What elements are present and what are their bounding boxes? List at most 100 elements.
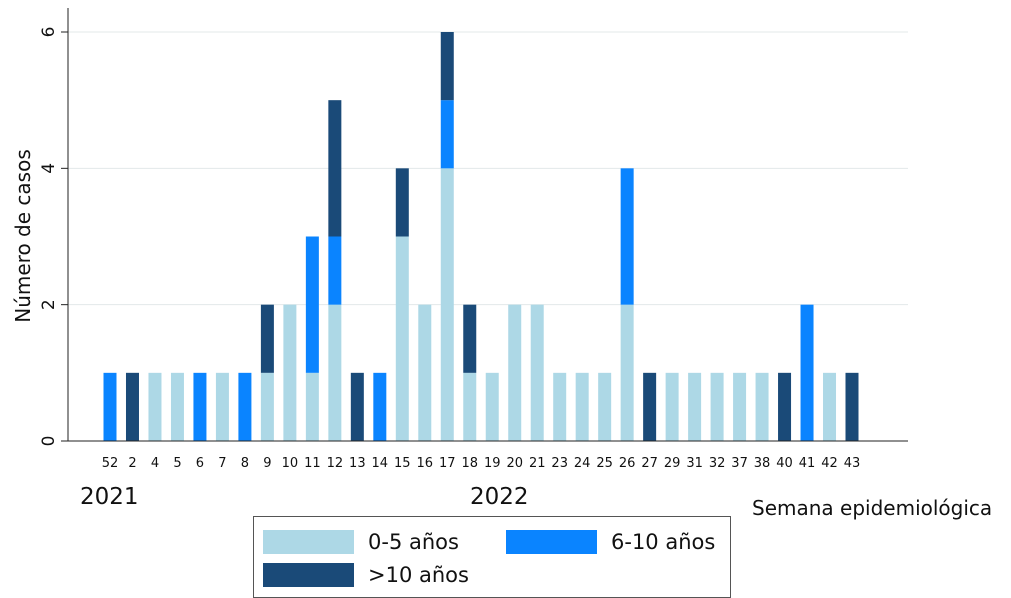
bar-segment <box>733 372 747 441</box>
x-tick-labels: 52 2 4 5 6 7 8 9 10 11 12 13 14 15 16 17 18 19 20 21 23 24 25 2… <box>102 456 861 471</box>
x-tick-label: 7 <box>218 456 226 471</box>
axes <box>61 8 908 442</box>
bar-segment <box>485 372 499 441</box>
x-axis-title: Semana epidemiológica <box>752 496 993 520</box>
bar-segment <box>395 236 409 441</box>
x-tick-label: 8 <box>241 456 249 471</box>
legend: 0-5 años 6-10 años >10 años <box>253 516 731 598</box>
x-tick-label: 10 <box>282 456 299 471</box>
x-tick-label: 18 <box>461 456 478 471</box>
x-tick-label: 19 <box>484 456 501 471</box>
bars <box>103 32 859 442</box>
bar-segment <box>440 168 454 442</box>
legend-swatch-0-5 <box>263 530 354 554</box>
legend-swatch-gt10 <box>263 563 354 587</box>
x-tick-label: 13 <box>349 456 366 471</box>
x-tick-label: 27 <box>641 456 658 471</box>
bar-segment <box>395 168 409 237</box>
x-tick-label: 32 <box>709 456 726 471</box>
bar-segment <box>215 372 229 441</box>
x-tick-label: 25 <box>596 456 613 471</box>
bar-segment <box>305 236 319 373</box>
bar-segment <box>710 372 724 441</box>
x-tick-label: 5 <box>173 456 181 471</box>
x-tick-label: 2 <box>128 456 136 471</box>
bar-segment <box>665 372 679 441</box>
x-tick-label: 14 <box>372 456 389 471</box>
bar-segment <box>418 304 432 441</box>
legend-label-0-5: 0-5 años <box>368 530 459 554</box>
x-tick-label: 9 <box>263 456 271 471</box>
legend-item-0-5: 0-5 años <box>263 530 459 554</box>
bar-segment <box>170 372 184 441</box>
bar-segment <box>620 168 634 305</box>
x-tick-label: 11 <box>304 456 321 471</box>
year-label-2021: 2021 <box>80 484 139 510</box>
bar-segment <box>530 304 544 441</box>
bar-segment <box>103 372 117 441</box>
y-tick-label: 4 <box>39 163 59 174</box>
legend-item-gt10: >10 años <box>263 563 469 587</box>
x-tick-label: 6 <box>196 456 204 471</box>
bar-segment <box>688 372 702 441</box>
x-tick-label: 43 <box>844 456 861 471</box>
legend-label-gt10: >10 años <box>368 563 469 587</box>
bar-segment <box>463 372 477 441</box>
grid-lines <box>68 31 908 306</box>
x-tick-label: 41 <box>799 456 816 471</box>
x-tick-label: 40 <box>776 456 793 471</box>
bar-segment <box>440 32 454 101</box>
bar-segment <box>620 304 634 441</box>
bar-segment <box>350 372 364 441</box>
x-tick-label: 29 <box>664 456 681 471</box>
bar-segment <box>373 372 387 441</box>
bar-segment <box>643 372 657 441</box>
y-tick-label: 0 <box>39 436 59 447</box>
bar-segment <box>508 304 522 441</box>
bar-segment <box>283 304 297 441</box>
x-tick-label: 12 <box>327 456 344 471</box>
bar-segment <box>328 304 342 441</box>
x-tick-label: 23 <box>551 456 568 471</box>
x-tick-label: 26 <box>619 456 636 471</box>
x-tick-label: 16 <box>417 456 434 471</box>
bar-segment <box>553 372 567 441</box>
y-tick-labels: 0 2 4 6 <box>39 27 59 447</box>
bar-segment <box>125 372 139 441</box>
bar-segment <box>463 304 477 373</box>
legend-swatch-6-10 <box>506 530 597 554</box>
bar-segment <box>238 372 252 441</box>
y-tick-label: 2 <box>39 299 59 310</box>
bar-segment <box>598 372 612 441</box>
x-tick-label: 52 <box>102 456 119 471</box>
bar-segment <box>575 372 589 441</box>
bar-segment <box>148 372 162 441</box>
bar-segment <box>260 304 274 373</box>
x-tick-label: 17 <box>439 456 456 471</box>
bar-segment <box>305 372 319 441</box>
bar-segment <box>328 236 342 305</box>
x-tick-label: 42 <box>821 456 838 471</box>
legend-label-6-10: 6-10 años <box>611 530 716 554</box>
y-axis-title: Número de casos <box>11 149 35 323</box>
bar-segment <box>260 372 274 441</box>
bar-segment <box>823 372 837 441</box>
x-tick-label: 31 <box>686 456 703 471</box>
year-label-2022: 2022 <box>470 484 529 510</box>
legend-item-6-10: 6-10 años <box>506 530 715 554</box>
bar-segment <box>845 372 859 441</box>
x-tick-label: 37 <box>731 456 748 471</box>
bar-segment <box>778 372 792 441</box>
x-tick-label: 15 <box>394 456 411 471</box>
bar-segment <box>755 372 769 441</box>
x-tick-label: 38 <box>754 456 771 471</box>
bar-segment <box>193 372 207 441</box>
x-tick-label: 20 <box>506 456 523 471</box>
bar-segment <box>800 304 814 441</box>
y-tick-label: 6 <box>39 27 59 38</box>
x-tick-label: 24 <box>574 456 591 471</box>
bar-segment <box>440 100 454 169</box>
bar-segment <box>328 100 342 237</box>
x-tick-label: 4 <box>151 456 159 471</box>
